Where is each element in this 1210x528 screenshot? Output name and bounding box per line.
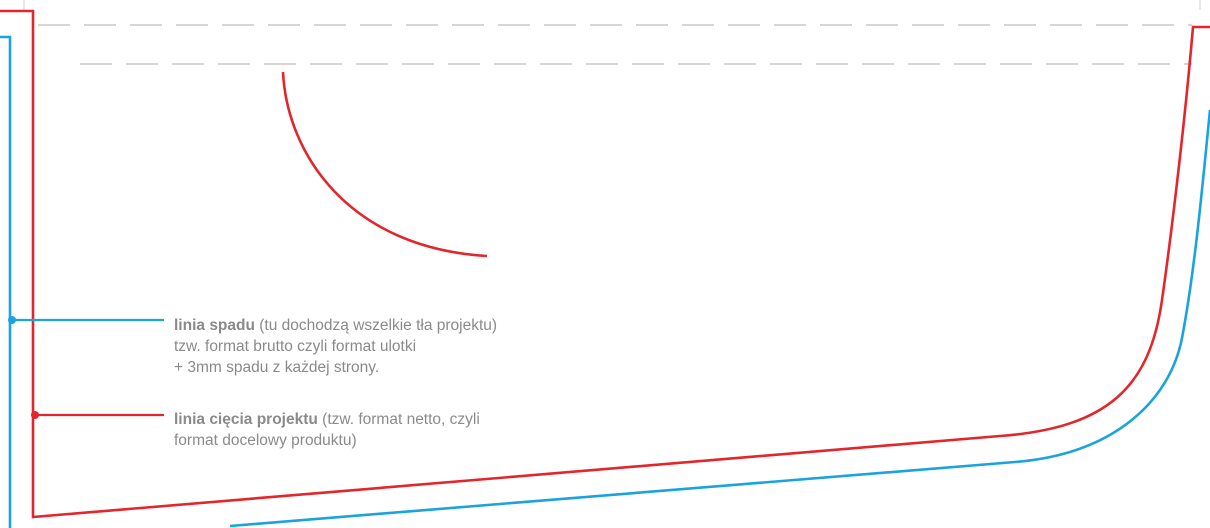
trim-label-line2: format docelowy produktu) (174, 432, 357, 449)
bleed-callout-dot (8, 316, 16, 324)
bleed-label: linia spadu (tu dochodzą wszelkie tła pr… (174, 315, 634, 378)
bleed-label-desc: (tu dochodzą wszelkie tła projektu) (254, 317, 498, 334)
bleed-label-line2: tzw. format brutto czyli format ulotki (174, 338, 417, 355)
bleed-label-line3: + 3mm spadu z każdej strony. (174, 359, 380, 376)
trim-line (0, 9, 1210, 519)
bleed-line (0, 35, 1210, 528)
bleed-label-title: linia spadu (174, 317, 255, 334)
trim-callout-dot (31, 411, 39, 419)
decorative-arc (281, 71, 488, 258)
trim-label-desc: (tzw. format netto, czyli (317, 411, 480, 428)
trim-label-title: linia cięcia projektu (174, 411, 318, 428)
bleed-label-line1: linia spadu (tu dochodzą wszelkie tła pr… (174, 315, 634, 336)
trim-label-line1: linia cięcia projektu (tzw. format netto… (174, 409, 604, 430)
trim-label: linia cięcia projektu (tzw. format netto… (174, 409, 604, 451)
